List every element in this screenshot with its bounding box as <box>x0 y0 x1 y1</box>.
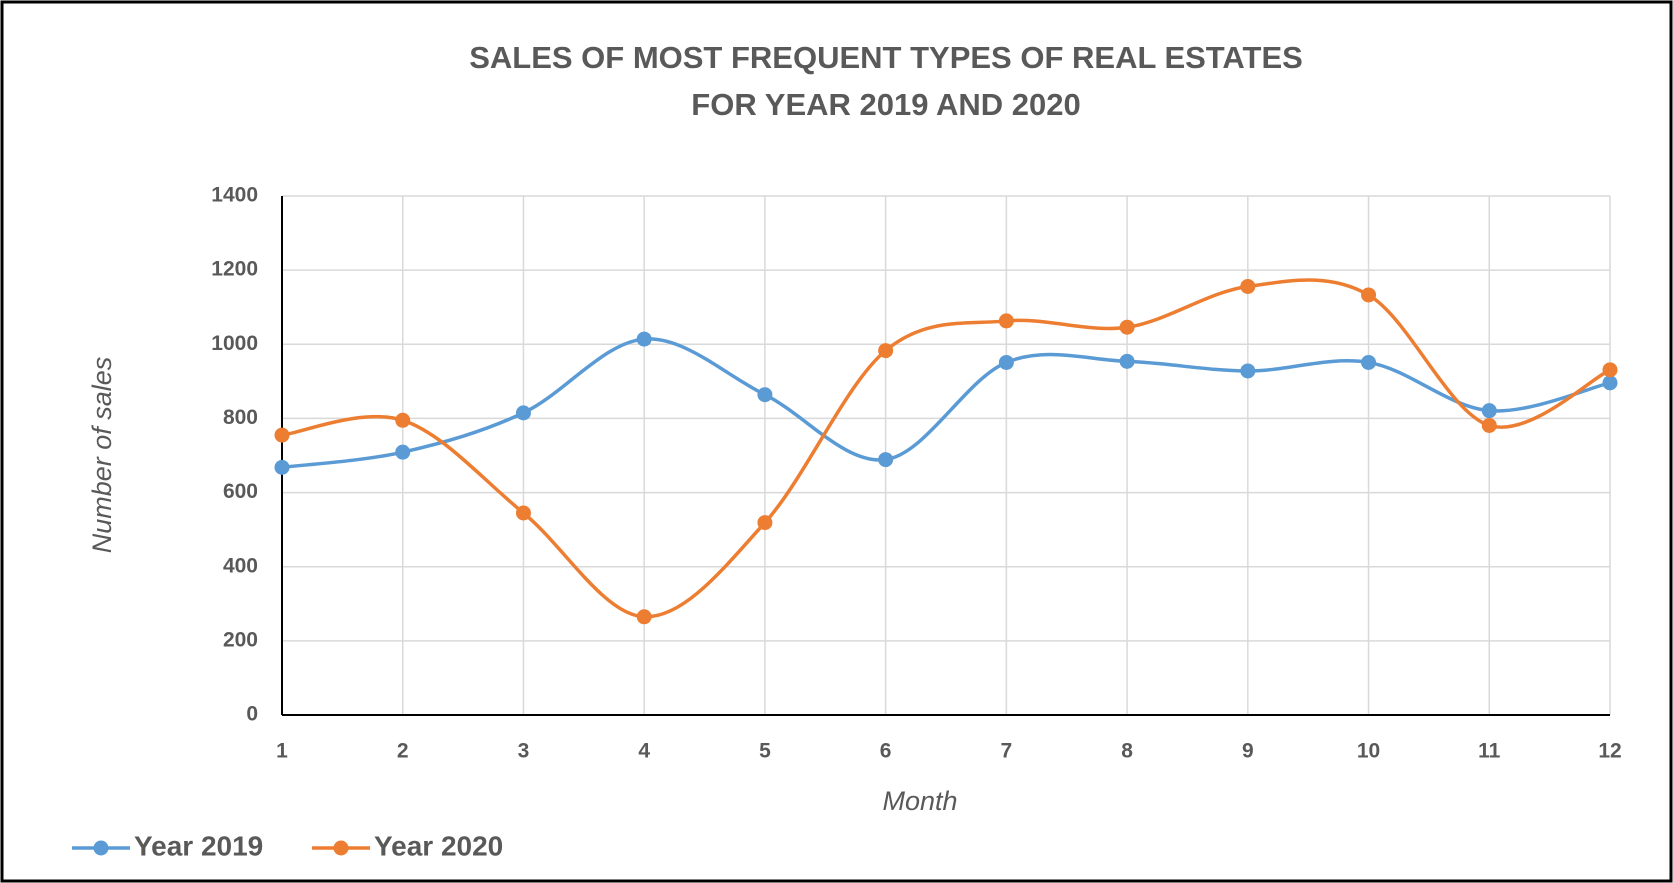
x-tick-label: 6 <box>880 740 892 763</box>
data-point <box>878 343 894 359</box>
x-tick-label: 9 <box>1242 740 1254 763</box>
data-point <box>1602 375 1618 391</box>
data-point <box>1481 403 1497 419</box>
x-tick-label: 4 <box>638 740 650 763</box>
data-point <box>274 459 290 475</box>
data-point <box>1240 363 1256 379</box>
data-point <box>636 331 652 347</box>
data-point <box>1361 354 1377 370</box>
data-point <box>1240 278 1256 294</box>
legend-marker <box>333 840 349 856</box>
y-tick-label: 600 <box>223 480 258 503</box>
series-line <box>281 278 1611 619</box>
data-point <box>998 313 1014 329</box>
data-point <box>395 412 411 428</box>
data-point <box>1361 287 1377 303</box>
y-tick-label: 0 <box>246 703 258 726</box>
y-tick-label: 1400 <box>211 184 258 207</box>
y-axis-title: Number of sales <box>87 357 117 554</box>
x-tick-label: 5 <box>759 740 771 763</box>
data-point <box>757 515 773 531</box>
data-point <box>515 505 531 521</box>
y-tick-label: 400 <box>223 554 258 577</box>
data-point <box>878 452 894 468</box>
data-point <box>1119 353 1135 369</box>
data-point <box>515 405 531 421</box>
chart-title: SALES OF MOST FREQUENT TYPES OF REAL EST… <box>469 40 1303 75</box>
data-point <box>274 427 290 443</box>
data-point <box>1481 417 1497 433</box>
data-point <box>998 354 1014 370</box>
data-point <box>1602 362 1618 378</box>
legend-label: Year 2019 <box>134 830 263 861</box>
legend-label: Year 2020 <box>374 830 503 861</box>
y-tick-label: 1000 <box>211 332 258 355</box>
x-tick-label: 2 <box>397 740 409 763</box>
x-tick-label: 3 <box>518 740 530 763</box>
y-tick-label: 800 <box>223 406 258 429</box>
chart-title: FOR YEAR 2019 AND 2020 <box>691 87 1080 122</box>
data-point <box>757 387 773 403</box>
x-tick-label: 7 <box>1001 740 1013 763</box>
x-tick-label: 10 <box>1357 740 1380 763</box>
data-point <box>1119 319 1135 335</box>
x-axis-title: Month <box>882 786 957 816</box>
y-tick-label: 200 <box>223 628 258 651</box>
data-point <box>395 444 411 460</box>
x-tick-label: 11 <box>1478 740 1501 763</box>
y-tick-label: 1200 <box>211 258 258 281</box>
data-point <box>636 609 652 625</box>
x-tick-label: 1 <box>276 740 288 763</box>
x-tick-label: 12 <box>1598 740 1621 763</box>
x-tick-label: 8 <box>1121 740 1133 763</box>
legend-marker <box>93 840 109 856</box>
